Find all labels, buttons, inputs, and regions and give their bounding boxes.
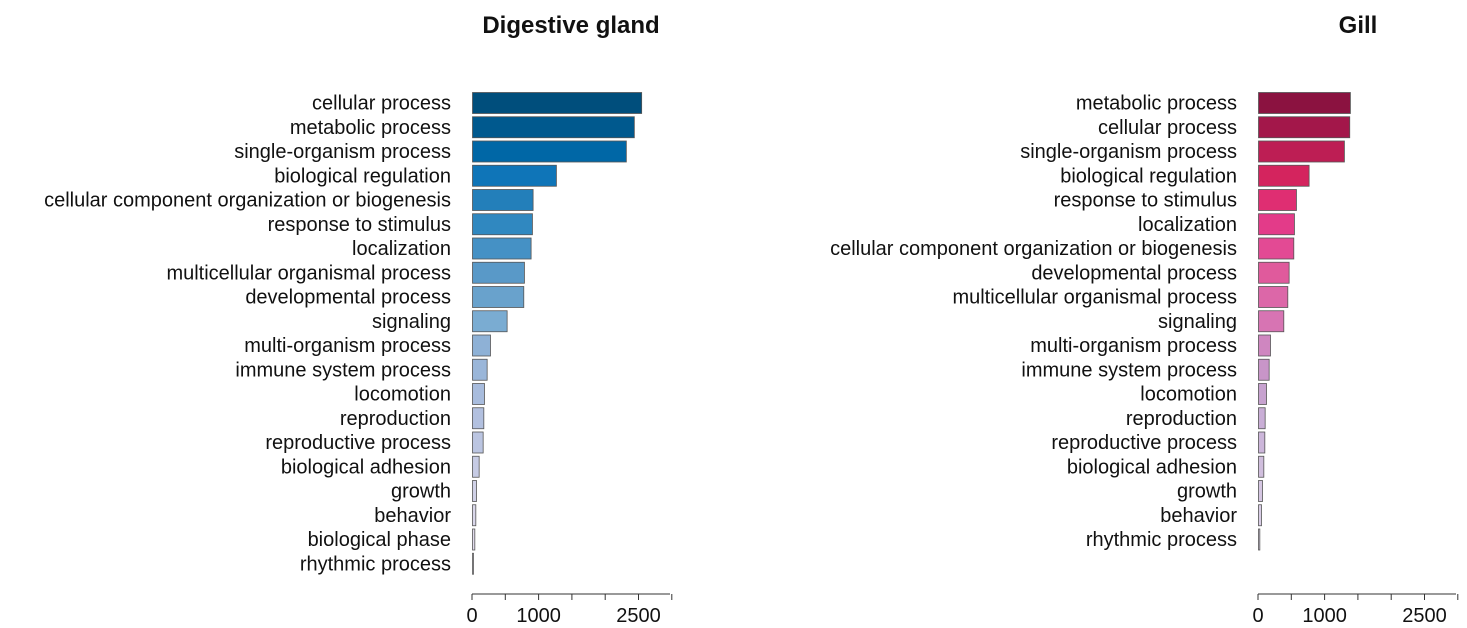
bar <box>1258 286 1289 308</box>
category-label: locomotion <box>1140 384 1237 406</box>
bar <box>472 237 532 260</box>
category-label: reproductive process <box>265 432 451 454</box>
chart-panel-0: Digestive gland cellular processmetabolic… <box>44 12 673 627</box>
category-label: growth <box>391 481 451 503</box>
category-label: localization <box>352 238 451 260</box>
bar <box>472 213 533 236</box>
category-label: biological phase <box>308 529 451 551</box>
category-label: growth <box>1177 481 1237 503</box>
bar <box>472 407 485 430</box>
bar <box>1258 334 1271 357</box>
bar <box>1258 504 1262 527</box>
bar <box>472 431 484 454</box>
chart-title: Digestive gland <box>482 12 659 39</box>
category-label: multicellular organismal process <box>166 262 451 284</box>
bar <box>1258 116 1351 139</box>
x-tick-label: 2500 <box>1402 605 1447 627</box>
bar <box>472 455 480 478</box>
bar <box>472 310 508 333</box>
category-label: biological regulation <box>274 165 451 187</box>
category-label: multicellular organismal process <box>952 287 1237 309</box>
category-label: single-organism process <box>234 141 451 163</box>
bar <box>1258 189 1297 211</box>
category-label: biological adhesion <box>281 456 451 478</box>
bar <box>1258 383 1267 405</box>
bar <box>472 286 525 308</box>
bar <box>472 480 477 502</box>
bar <box>1258 407 1266 430</box>
bar <box>1258 358 1270 381</box>
bar <box>472 504 477 527</box>
bar <box>1258 92 1351 114</box>
category-label: behavior <box>1160 505 1237 527</box>
x-tick-label: 0 <box>1252 605 1263 627</box>
category-label: rhythmic process <box>300 553 451 575</box>
bar <box>1258 431 1266 454</box>
bar <box>1258 140 1345 163</box>
category-label: reproduction <box>1126 408 1237 430</box>
category-label: response to stimulus <box>268 214 451 236</box>
bar <box>472 164 557 187</box>
bar <box>1258 164 1310 187</box>
category-label: cellular process <box>312 93 451 115</box>
bar <box>1258 480 1263 502</box>
bar <box>1258 261 1290 284</box>
bar <box>472 92 643 114</box>
bar <box>472 189 534 211</box>
category-label: behavior <box>374 505 451 527</box>
category-label: cellular process <box>1098 117 1237 139</box>
bar <box>472 140 627 163</box>
bar <box>1258 455 1265 478</box>
category-label: immune system process <box>1021 359 1237 381</box>
category-label: response to stimulus <box>1054 190 1237 212</box>
category-label: cellular component organization or bioge… <box>830 238 1237 260</box>
bar <box>472 528 476 551</box>
category-label: locomotion <box>354 384 451 406</box>
bar <box>472 334 491 357</box>
category-label: signaling <box>372 311 451 333</box>
chart-title: Gill <box>1339 12 1378 39</box>
category-label: single-organism process <box>1020 141 1237 163</box>
category-label: immune system process <box>235 359 451 381</box>
bar <box>472 116 635 139</box>
x-tick-label: 1000 <box>1302 605 1347 627</box>
category-label: multi-organism process <box>244 335 451 357</box>
x-tick-label: 0 <box>466 605 477 627</box>
category-label: reproduction <box>340 408 451 430</box>
bar <box>1258 237 1295 260</box>
bar <box>1258 213 1295 236</box>
bar <box>472 261 525 284</box>
bar <box>472 552 474 575</box>
category-label: reproductive process <box>1051 432 1237 454</box>
category-label: metabolic process <box>1076 93 1237 115</box>
category-label: localization <box>1138 214 1237 236</box>
bar <box>1258 310 1285 333</box>
category-label: developmental process <box>1031 262 1237 284</box>
category-label: cellular component organization or bioge… <box>44 190 451 212</box>
bar <box>472 358 488 381</box>
category-label: developmental process <box>245 287 451 309</box>
bar <box>1258 528 1261 551</box>
category-label: biological adhesion <box>1067 456 1237 478</box>
category-label: metabolic process <box>290 117 451 139</box>
category-label: multi-organism process <box>1030 335 1237 357</box>
category-label: rhythmic process <box>1086 529 1237 551</box>
bar <box>472 383 485 405</box>
x-tick-label: 2500 <box>616 605 661 627</box>
category-label: biological regulation <box>1060 165 1237 187</box>
category-label: signaling <box>1158 311 1237 333</box>
x-tick-label: 1000 <box>516 605 561 627</box>
